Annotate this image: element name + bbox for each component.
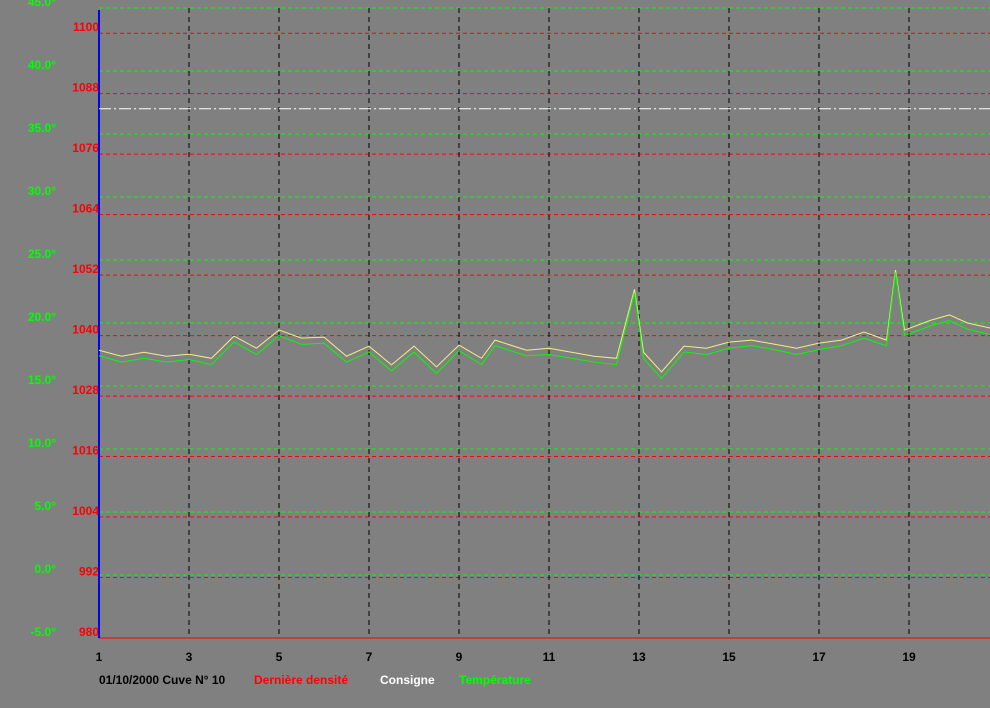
series-line xyxy=(98,272,990,380)
y-tick-label: 35.0° xyxy=(28,121,56,135)
y2-tick-label: 1052 xyxy=(72,262,99,276)
y2-tick-label: 1088 xyxy=(72,81,99,95)
y2-tick-label: 992 xyxy=(79,565,99,579)
y2-tick-label: 1040 xyxy=(72,323,99,337)
x-tick-label: 1 xyxy=(96,650,103,664)
y-tick-label: 15.0° xyxy=(28,373,56,387)
y2-tick-label: 1076 xyxy=(72,141,99,155)
x-tick-label: 3 xyxy=(186,650,193,664)
subtitle: 01/10/2000 Cuve N° 10 xyxy=(99,673,226,687)
x-tick-label: 13 xyxy=(632,650,646,664)
y-tick-label: 25.0° xyxy=(28,247,56,261)
x-tick-label: 19 xyxy=(902,650,916,664)
y2-tick-label: 1028 xyxy=(72,383,99,397)
legend-entry: Dernière densité xyxy=(254,673,348,687)
y-tick-label: 0.0° xyxy=(35,562,57,576)
x-tick-label: 17 xyxy=(812,650,826,664)
y-tick-label: 5.0° xyxy=(35,499,57,513)
y2-tick-label: 1016 xyxy=(72,444,99,458)
y2-tick-label: 1064 xyxy=(72,202,99,216)
y2-tick-label: 1100 xyxy=(73,20,99,34)
y2-tick-label: 980 xyxy=(79,625,99,639)
x-tick-label: 7 xyxy=(366,650,373,664)
y-tick-label: 10.0° xyxy=(28,436,56,450)
x-tick-label: 5 xyxy=(276,650,283,664)
series-line xyxy=(98,270,990,373)
y2-tick-label: 1004 xyxy=(72,504,99,518)
y-tick-label: 30.0° xyxy=(28,184,56,198)
y-tick-label: -5.0° xyxy=(31,625,57,639)
x-tick-label: 9 xyxy=(456,650,463,664)
x-tick-label: 15 xyxy=(722,650,736,664)
legend-entry: Consigne xyxy=(380,673,435,687)
x-tick-label: 11 xyxy=(543,650,556,664)
y-tick-label: 20.0° xyxy=(28,310,56,324)
y-tick-label: 45.0° xyxy=(28,0,56,9)
y-tick-label: 40.0° xyxy=(28,58,56,72)
legend-entry: Température xyxy=(459,673,531,687)
